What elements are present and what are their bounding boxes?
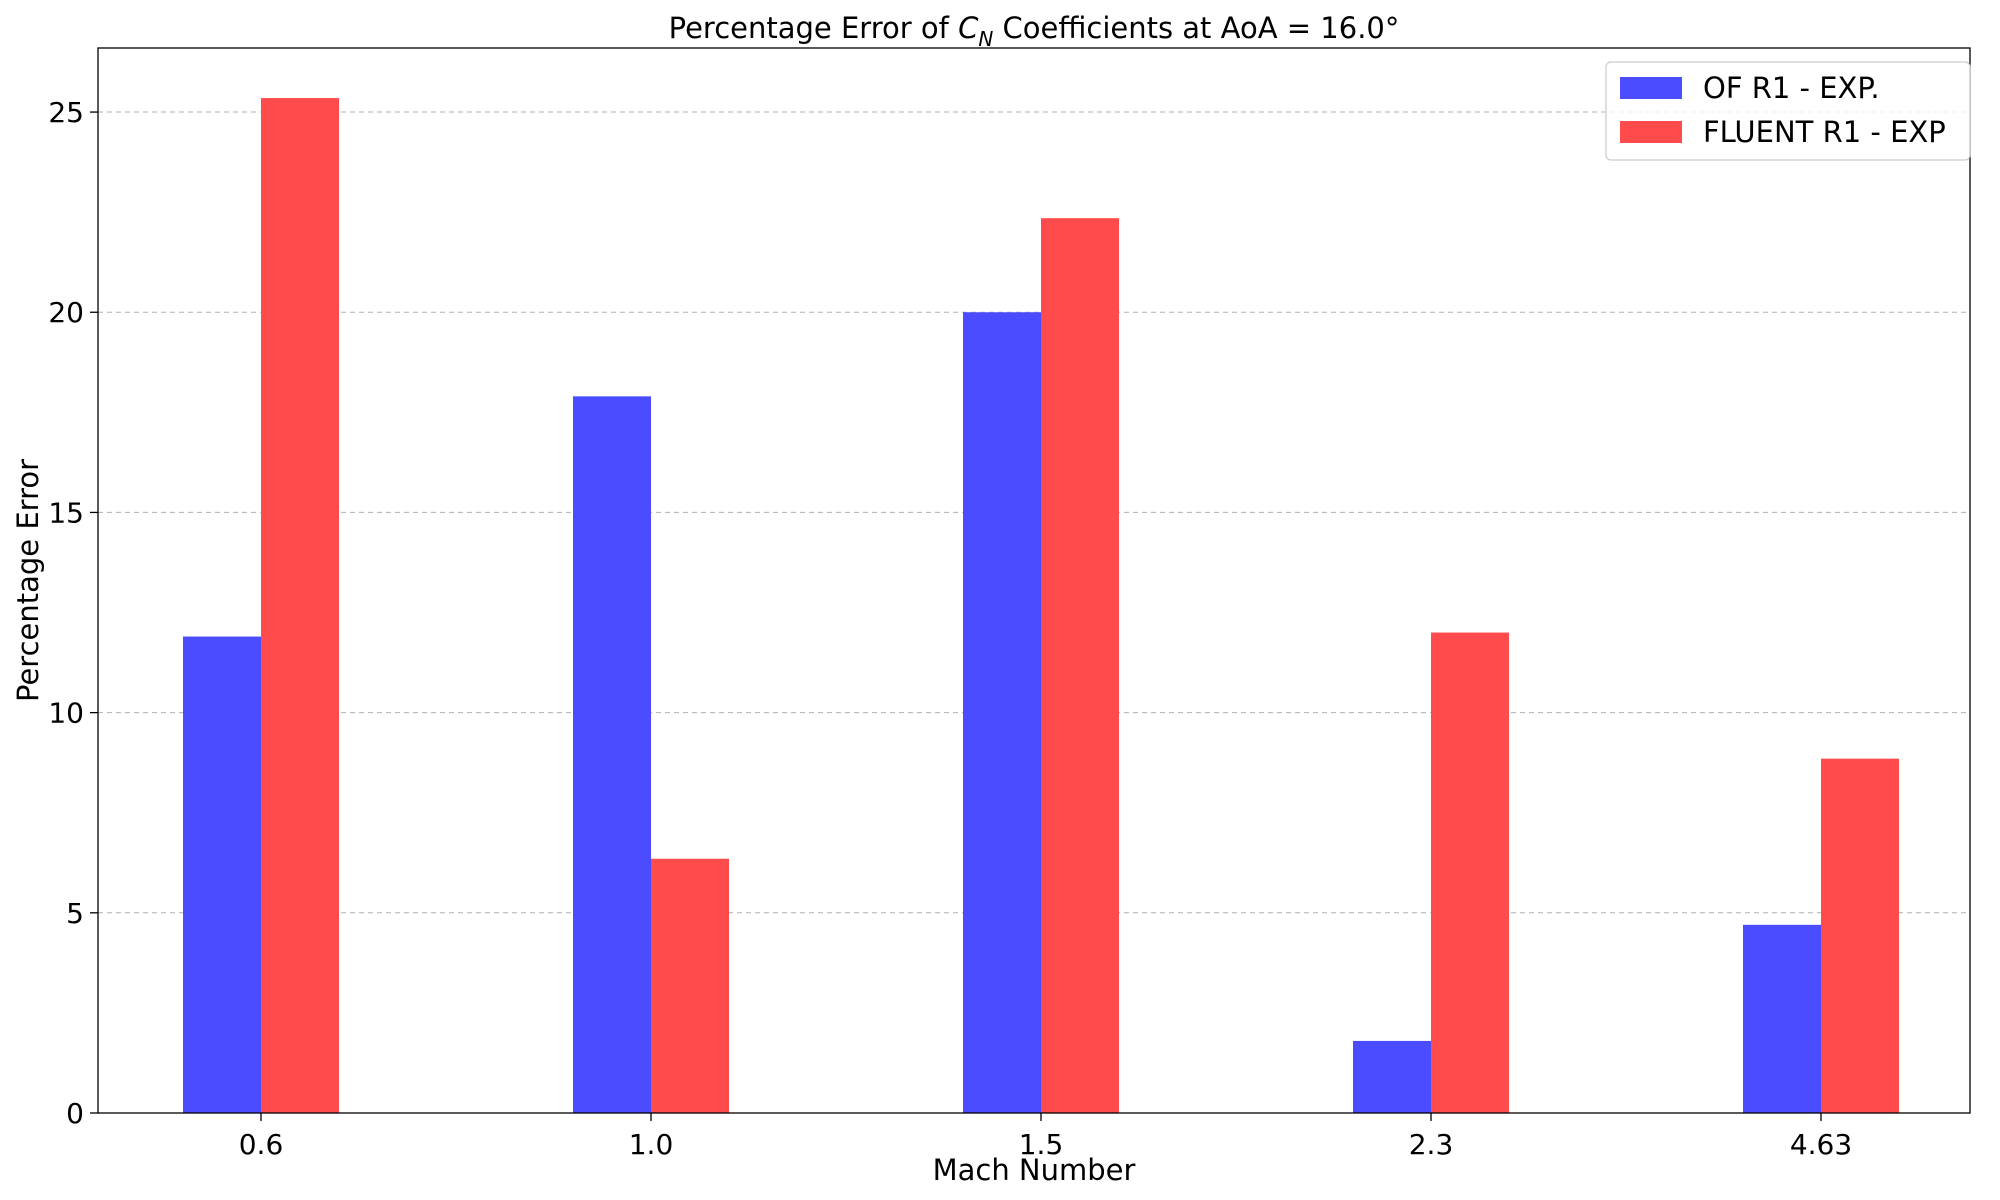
bar-of [1353,1040,1431,1113]
y-axis-label: Percentage Error [11,459,45,702]
legend-label: OF R1 - EXP. [1703,71,1880,105]
chart-title-suffix: Coefficients at AoA = 16.0° [993,11,1399,45]
bar-fluent [1431,632,1509,1113]
y-tick-label: 5 [66,897,84,930]
bar-of [183,636,261,1113]
axis-layer: 0 5 10 15 20 25 0.6 1.0 1.5 2.3 4.63 [48,96,1852,1161]
x-tick-label: 1.0 [629,1128,674,1161]
chart-title: Percentage Error of CN Coefficients at A… [669,11,1400,51]
x-tick-label: 0.6 [239,1128,284,1161]
plot-frame [97,47,1971,1114]
bar-of [573,396,651,1114]
y-tick-label: 25 [48,96,84,129]
bar-fluent [1821,758,1899,1113]
legend-swatch [1620,121,1682,143]
x-tick-label: 1.5 [1019,1128,1064,1161]
y-tick-label: 10 [48,697,84,730]
bar-of [963,312,1041,1113]
y-tick-label: 0 [66,1097,84,1130]
x-tick-label: 4.63 [1790,1128,1852,1161]
bar-fluent [651,858,729,1113]
bar-fluent [1041,218,1119,1113]
legend-label: FLUENT R1 - EXP [1703,115,1946,149]
chart-title-math-sub: N [978,27,993,51]
legend-swatch [1620,77,1682,99]
legend: OF R1 - EXP. FLUENT R1 - EXP [1605,61,1971,161]
bar-fluent [261,98,339,1113]
x-tick-label: 2.3 [1409,1128,1454,1161]
chart-title-math-base: C [958,11,979,45]
bar-of [1743,924,1821,1113]
bars-layer [183,98,1899,1114]
x-axis-label: Mach Number [933,1153,1136,1187]
chart-title-prefix: Percentage Error of [669,11,958,45]
legend-box [1605,61,1971,161]
y-tick-label: 20 [48,296,84,329]
y-tick-label: 15 [48,496,84,529]
